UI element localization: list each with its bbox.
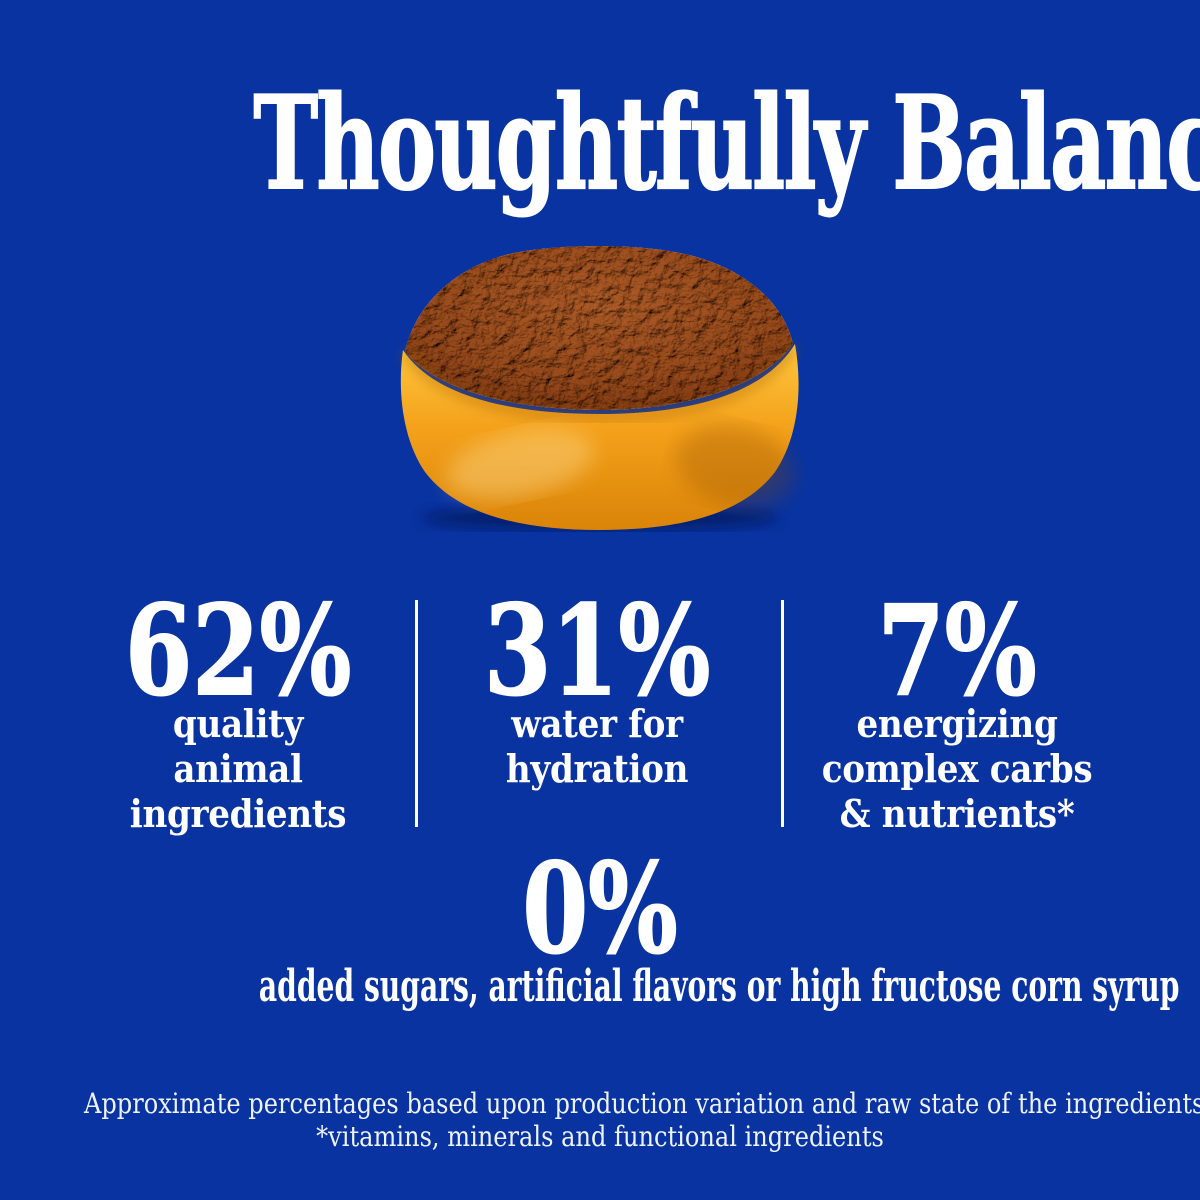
bowl-rim-shade — [400, 343, 798, 422]
stat-label: water for hydration — [505, 701, 689, 791]
dog-food-bowl-image — [395, 242, 805, 532]
page-title: Thoughtfully Balanced — [253, 69, 1200, 219]
stat-label: energizing complex carbs & nutrients* — [821, 701, 1093, 836]
disclaimer-line-1: Approximate percentages based upon produ… — [84, 1087, 1200, 1120]
stat-value: 31% — [483, 579, 711, 724]
divider-rule-left — [415, 600, 418, 827]
stat-value: 7% — [877, 579, 1038, 724]
zero-percent-value: 0% — [522, 837, 679, 982]
bowl-highlight — [446, 429, 594, 499]
stat-label: quality animal ingredients — [129, 701, 347, 836]
food-mound — [405, 245, 793, 410]
disclaimer-line-2: *vitamins, minerals and functional ingre… — [316, 1120, 884, 1154]
bowl-side-shade — [675, 424, 795, 508]
divider-rule-right — [781, 600, 784, 827]
zero-percent-label: added sugars, artificial flavors or high… — [258, 961, 1180, 1012]
disclaimer-text: Approximate percentages based upon produ… — [0, 1087, 1200, 1153]
stat-value: 62% — [124, 579, 352, 724]
bowl-illustration — [400, 245, 799, 531]
